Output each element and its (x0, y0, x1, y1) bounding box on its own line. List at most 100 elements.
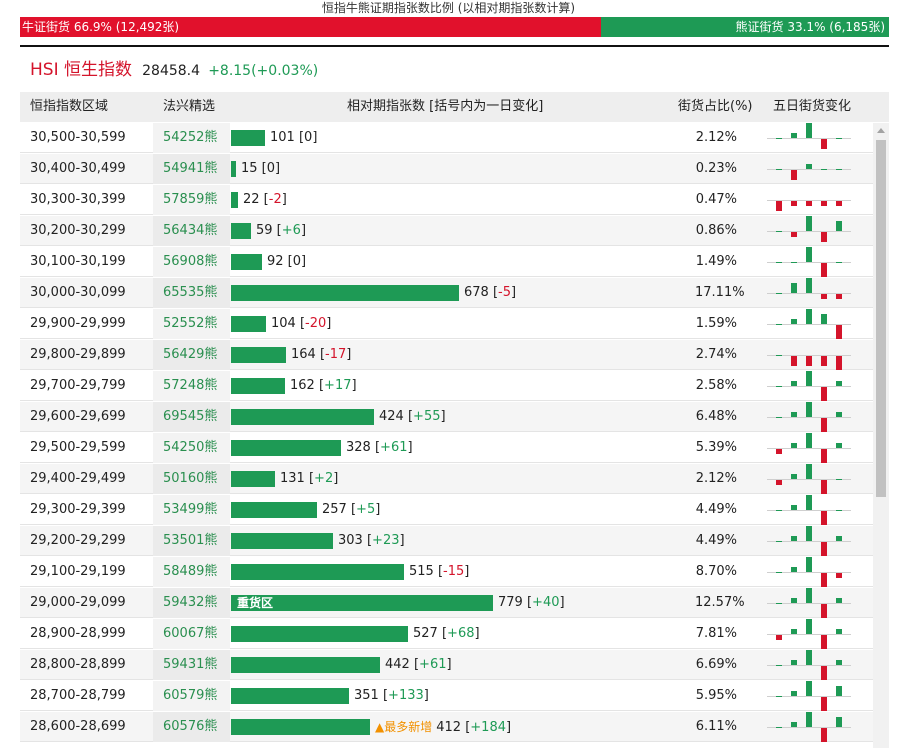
five-day-bar (776, 635, 782, 640)
five-day-bar (791, 474, 797, 479)
daily-change: +6 (281, 223, 301, 238)
warrant-code-link[interactable]: 57248熊 (153, 371, 230, 401)
five-day-sparkline (767, 123, 851, 149)
contracts-bar (231, 471, 275, 487)
contracts-cell: 424 [+55] (230, 402, 670, 432)
warrant-code-link[interactable]: 54941熊 (153, 154, 230, 184)
five-day-bar (821, 728, 827, 742)
daily-change: +17 (324, 378, 352, 393)
five-day-bar (791, 505, 797, 510)
warrant-code-link[interactable]: 69545熊 (153, 402, 230, 432)
vertical-scrollbar[interactable] (873, 123, 889, 748)
warrant-code-link[interactable]: 58489熊 (153, 557, 230, 587)
warrant-code-link[interactable]: 56908熊 (153, 247, 230, 277)
contracts-cell: 162 [+17] (230, 371, 670, 401)
five-day-bar (776, 201, 782, 211)
five-day-bar (821, 573, 827, 587)
contracts-number: 412 (436, 720, 462, 735)
index-name[interactable]: HSI 恒生指数 (30, 60, 132, 80)
share-pct-cell: 5.95% (695, 688, 737, 703)
five-day-bar (776, 138, 782, 139)
warrant-code-link[interactable]: 52552熊 (153, 309, 230, 339)
col-header-five-day: 五日街货变化 (773, 99, 852, 114)
contracts-number: 164 (291, 347, 316, 362)
table-row: 29,400-29,499 50160熊 131 [+2] 2.12% (20, 464, 873, 494)
five-day-bar (821, 542, 827, 556)
five-day-bar (836, 169, 842, 170)
five-day-bar (821, 169, 827, 170)
five-day-bar (791, 232, 797, 237)
five-day-bar (821, 356, 827, 366)
five-day-bar (776, 386, 782, 387)
contracts-value: 101 [0] (270, 130, 318, 145)
warrant-code-link[interactable]: 56429熊 (153, 340, 230, 370)
share-pct-cell: 17.11% (695, 285, 745, 300)
daily-change: +61 (419, 657, 447, 672)
contracts-cell: 515 [-15] (230, 557, 670, 587)
five-day-sparkline (767, 557, 851, 587)
contracts-number: 101 (270, 130, 295, 145)
contracts-bar (231, 564, 404, 580)
range-cell: 28,800-28,899 (30, 657, 126, 672)
warrant-code-link[interactable]: 60576熊 (153, 712, 230, 742)
warrant-code-link[interactable]: 53501熊 (153, 526, 230, 556)
contracts-number: 104 (271, 316, 296, 331)
five-day-bar (821, 666, 827, 680)
warrant-code-link[interactable]: 60067熊 (153, 619, 230, 649)
contracts-cell: 重货区 779 [+40] (230, 588, 670, 618)
contracts-number: 779 (498, 595, 523, 610)
five-day-bar (791, 629, 797, 634)
ratio-title: 恒指牛熊证期指张数比例 (以相对期指张数计算) (321, 1, 576, 15)
warrant-code-link[interactable]: 53499熊 (153, 495, 230, 525)
contracts-bar (231, 657, 380, 673)
daily-change: -20 (305, 316, 327, 331)
contracts-value: 442 [+61] (385, 657, 452, 672)
share-pct-cell: 1.59% (695, 316, 737, 331)
five-day-sparkline (767, 712, 851, 742)
warrant-code-link[interactable]: 57859熊 (153, 185, 230, 215)
range-cell: 30,400-30,499 (30, 161, 126, 176)
contracts-cell: 59 [+6] (230, 216, 670, 246)
five-day-sparkline (767, 681, 851, 711)
five-day-sparkline (767, 371, 851, 401)
contracts-number: 527 (413, 626, 438, 641)
five-day-sparkline (767, 495, 851, 525)
five-day-bar (776, 510, 782, 511)
warrant-code-link[interactable]: 56434熊 (153, 216, 230, 246)
contracts-cell: 104 [-20] (230, 309, 670, 339)
five-day-bar (776, 480, 782, 485)
five-day-bar (836, 573, 842, 578)
five-day-bar (836, 201, 842, 206)
five-day-bar (821, 314, 827, 324)
five-day-bar (791, 201, 797, 206)
five-day-bar (791, 660, 797, 665)
contracts-value: 424 [+55] (379, 409, 446, 424)
contracts-value: 527 [+68] (413, 626, 480, 641)
range-cell: 30,100-30,199 (30, 254, 126, 269)
scrollbar-thumb[interactable] (876, 140, 886, 497)
five-day-sparkline (767, 278, 851, 299)
warrant-code-link[interactable]: 54250熊 (153, 433, 230, 463)
daily-change: +68 (447, 626, 475, 641)
warrant-code-link[interactable]: 59431熊 (153, 650, 230, 680)
header-divider (20, 45, 889, 47)
five-day-bar (806, 712, 812, 727)
contracts-cell: 131 [+2] (230, 464, 670, 494)
bear-share-segment: 熊证街货 33.1% (6,185张) (601, 17, 889, 37)
warrant-code-link[interactable]: 50160熊 (153, 464, 230, 494)
share-pct-cell: 4.49% (695, 502, 737, 517)
range-cell: 29,800-29,899 (30, 347, 126, 362)
scroll-up-arrow-icon[interactable] (877, 128, 885, 133)
warrant-code-link[interactable]: 59432熊 (153, 588, 230, 618)
warrant-code-link[interactable]: 54252熊 (153, 123, 230, 153)
five-day-bar (791, 412, 797, 417)
five-day-bar (821, 418, 827, 432)
contracts-cell: 303 [+23] (230, 526, 670, 556)
contracts-cell: ▲最多新增 412 [+184] (230, 712, 670, 742)
bull-bear-ratio-bar: 牛证街货 66.9% (12,492张) 熊证街货 33.1% (6,185张) (20, 17, 889, 37)
contracts-number: 678 (464, 285, 489, 300)
five-day-bar (821, 604, 827, 618)
warrant-code-link[interactable]: 60579熊 (153, 681, 230, 711)
five-day-bar (836, 629, 842, 634)
warrant-code-link[interactable]: 65535熊 (153, 278, 230, 308)
